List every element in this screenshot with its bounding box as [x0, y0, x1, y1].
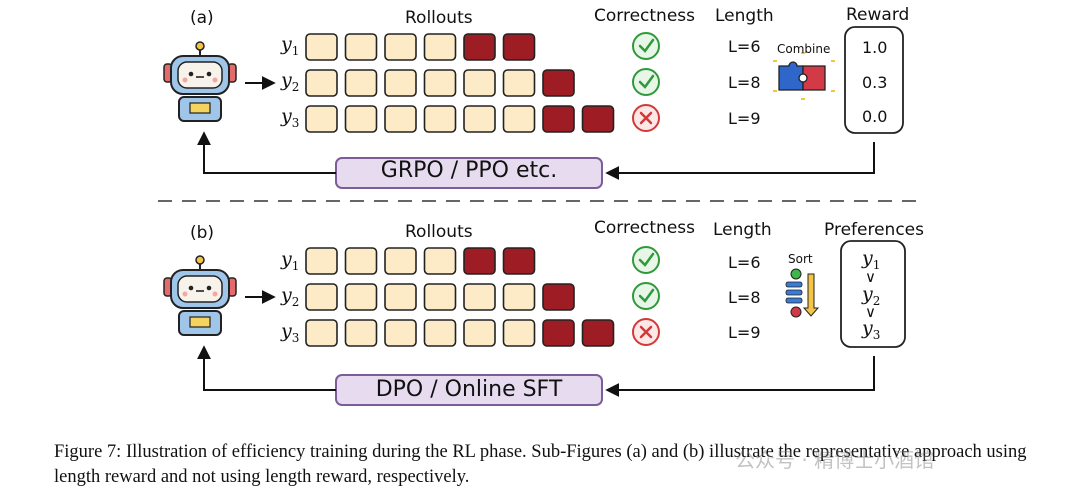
preference-3: y3	[862, 317, 881, 342]
puzzle-icon	[773, 52, 835, 100]
sort-label: Sort	[788, 252, 813, 266]
panel-b-length-1: L=6	[728, 253, 761, 272]
panel-a-length-3: L=9	[728, 109, 761, 128]
panel-a-output-3-token-5	[463, 105, 496, 133]
panel-a-length-1: L=6	[728, 37, 761, 56]
panel-a-output-2-token-7	[542, 69, 575, 97]
figure-caption: Figure 7: Illustration of efficiency tra…	[54, 442, 1027, 487]
panel-b-output-1-token-1	[305, 247, 338, 275]
reward-3: 0.0	[862, 107, 888, 126]
panel-b-output-1-token-5	[463, 247, 496, 275]
panel-b-output-3-token-2	[344, 319, 378, 347]
panel-b-output-3-token-5	[463, 319, 496, 347]
panel-b-output-2-token-1	[305, 283, 338, 311]
figure-canvas	[158, 26, 925, 406]
panel-b-output-3-token-1	[305, 319, 338, 347]
panel-a-tag: (a)	[190, 8, 214, 28]
method-box-b-label: DPO / Online SFT	[375, 377, 563, 402]
panel-a-output-1-label: y1	[281, 33, 300, 58]
preference-1: y1	[862, 247, 881, 272]
watermark-text: 公众号 · 精博士小酒馆	[735, 448, 935, 472]
preference-sep-2: ∨	[865, 303, 876, 321]
panel-a-output-2-token-6	[502, 69, 536, 97]
panel-a-output-3-token-3	[384, 105, 417, 133]
panel-a-check-icon-1	[632, 32, 660, 60]
sort-icon	[785, 268, 820, 318]
panel-a-check-icon-2	[632, 68, 660, 96]
panel-b-output-1-label: y1	[281, 248, 300, 273]
panel-b-tag: (b)	[190, 223, 215, 243]
panel-b-output-2-token-6	[502, 283, 536, 311]
panel-a-rollouts-header: Rollouts	[405, 8, 473, 28]
reward-1: 1.0	[862, 38, 888, 57]
reward-box	[844, 26, 904, 134]
panel-b-output-3-token-8	[581, 319, 615, 347]
panel-b-robot-icon	[163, 255, 237, 336]
method-box-a-label: GRPO / PPO etc.	[380, 158, 558, 183]
panel-b-output-3-label: y3	[281, 320, 300, 345]
panel-a-length-2: L=8	[728, 73, 761, 92]
panel-a-update-arrow	[197, 131, 336, 174]
panel-a-output-2-token-2	[344, 69, 378, 97]
panel-a-output-1-token-6	[502, 33, 536, 61]
preference-2: y2	[862, 283, 881, 308]
panel-b-output-2-token-3	[384, 283, 417, 311]
panel-a-output-1-token-5	[463, 33, 496, 61]
panel-b-output-3-token-3	[384, 319, 417, 347]
panel-b-output-2-label: y2	[281, 284, 300, 309]
panel-a-output-1-token-4	[423, 33, 457, 61]
panel-b-length-2: L=8	[728, 288, 761, 307]
panel-b-output-2-token-4	[423, 283, 457, 311]
panel-b-rollouts-header: Rollouts	[405, 222, 473, 242]
panel-a-cross-icon-3	[632, 104, 660, 132]
panel-b-cross-icon-3	[632, 318, 660, 346]
panel-a-output-3-token-6	[502, 105, 536, 133]
preferences-box	[840, 240, 906, 348]
panel-b-feedback-arrow	[605, 356, 875, 397]
panel-a-output-3-token-1	[305, 105, 338, 133]
panel-b-check-icon-1	[632, 246, 660, 274]
panel-b-output-3-token-7	[542, 319, 575, 347]
panel-a-output-3-token-4	[423, 105, 457, 133]
panel-b-preferences-header: Preferences	[824, 220, 924, 240]
panel-b-output-3-token-6	[502, 319, 536, 347]
panel-b-output-3-token-4	[423, 319, 457, 347]
panel-a-correctness-header: Correctness	[594, 6, 695, 26]
panel-a-output-3-token-7	[542, 105, 575, 133]
panel-a-feedback-arrow	[605, 142, 875, 180]
panel-a-output-2-token-4	[423, 69, 457, 97]
panel-b-correctness-header: Correctness	[594, 218, 695, 238]
panel-a-output-1-token-3	[384, 33, 417, 61]
panel-a-output-2-label: y2	[281, 69, 300, 94]
combine-label: Combine	[777, 42, 831, 56]
panel-b-output-1-token-3	[384, 247, 417, 275]
panel-b-length-header: Length	[713, 220, 772, 240]
panel-a-robot-icon	[163, 41, 237, 122]
panel-a-output-2-token-1	[305, 69, 338, 97]
panel-a-output-2-token-5	[463, 69, 496, 97]
panel-a-output-1-token-2	[344, 33, 378, 61]
panel-a-output-3-label: y3	[281, 105, 300, 130]
panel-b-output-1-token-4	[423, 247, 457, 275]
panel-a-length-header: Length	[715, 6, 774, 26]
preference-sep-1: ∨	[865, 268, 876, 286]
panel-b-output-2-token-5	[463, 283, 496, 311]
reward-2: 0.3	[862, 73, 888, 92]
panel-a-output-3-token-2	[344, 105, 378, 133]
panel-a-output-3-token-8	[581, 105, 615, 133]
panel-b-output-1-token-2	[344, 247, 378, 275]
panel-b-length-3: L=9	[728, 323, 761, 342]
panel-b-output-2-token-2	[344, 283, 378, 311]
panel-a-output-2-token-3	[384, 69, 417, 97]
panel-a-output-1-token-1	[305, 33, 338, 61]
panel-b-output-1-token-6	[502, 247, 536, 275]
panel-b-output-2-token-7	[542, 283, 575, 311]
panel-b-check-icon-2	[632, 282, 660, 310]
panel-b-update-arrow	[197, 345, 336, 391]
panel-a-reward-header: Reward	[846, 5, 910, 25]
